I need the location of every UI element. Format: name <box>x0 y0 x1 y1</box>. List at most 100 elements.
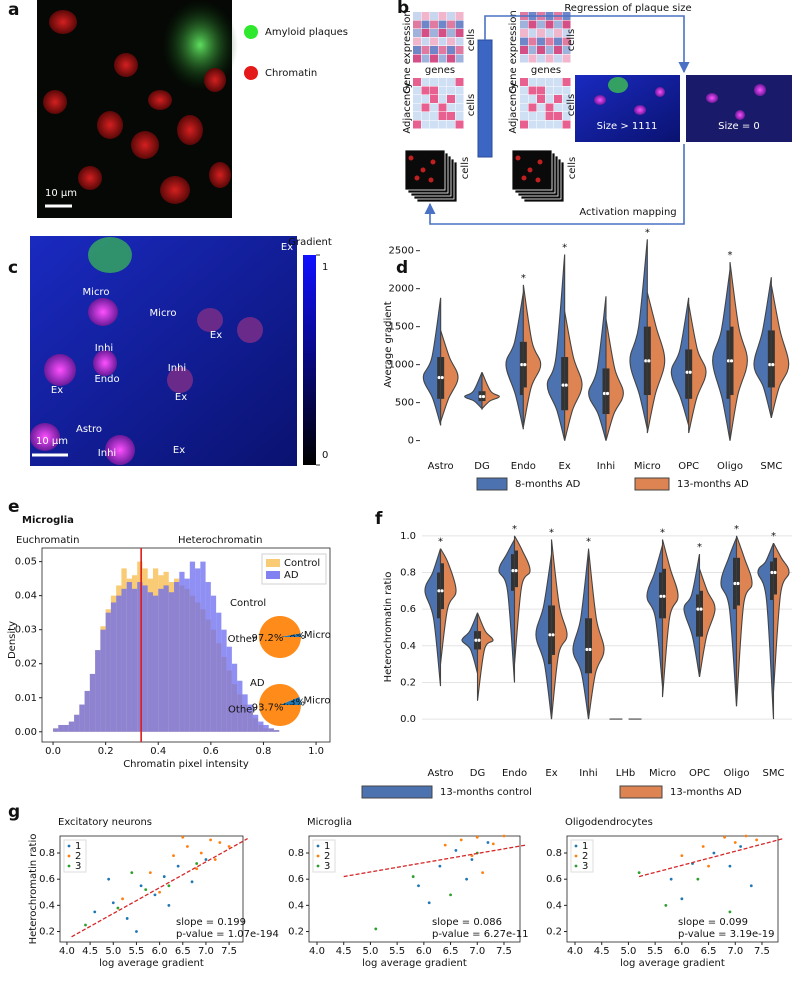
violin-half <box>753 277 772 418</box>
violin-median <box>588 647 592 652</box>
cell-label: Inhi <box>98 448 116 459</box>
axis-label: cells <box>566 94 577 116</box>
scatter-point <box>411 875 415 878</box>
x-tick-label: 5.0 <box>105 946 121 957</box>
annotation: p-value = 3.19e-19 <box>678 929 775 940</box>
violin-half <box>535 554 553 720</box>
nucleus <box>97 111 123 139</box>
violin-box <box>662 568 666 619</box>
matrix-cell <box>455 103 464 112</box>
activation-image <box>686 75 792 142</box>
histogram-bar <box>100 629 106 732</box>
nucleus <box>160 176 190 204</box>
violin-median <box>647 359 651 363</box>
matrix-cell <box>447 112 455 120</box>
scatter-point <box>162 875 166 878</box>
chart-title: Microglia <box>22 515 74 526</box>
histogram-bar <box>158 588 164 732</box>
arrow <box>484 15 690 74</box>
cell-label: Ex <box>175 392 187 403</box>
scatter-point <box>135 930 138 933</box>
matrix-cell <box>537 54 545 63</box>
scatter-point <box>93 910 97 914</box>
matrix-cell <box>537 120 545 129</box>
violin-median <box>736 581 740 586</box>
y-tick-label: 0.8 <box>288 848 304 859</box>
panel-letter: e <box>8 497 20 517</box>
histogram-bar <box>84 690 90 732</box>
significance-marker: * <box>512 524 517 535</box>
matrix-cell <box>430 37 438 46</box>
matrix-cell <box>545 120 554 129</box>
x-tick-label: 4.5 <box>336 946 352 957</box>
matrix-cell <box>545 46 554 54</box>
slice-value-label: 2.8% <box>280 631 305 642</box>
matrix-cell <box>413 78 421 86</box>
y-tick-label: 0.2 <box>39 927 55 938</box>
matrix-cell <box>421 12 430 20</box>
violin-half <box>461 612 479 674</box>
scatter-point <box>637 871 641 875</box>
matrix-cell <box>545 54 554 63</box>
violin-median <box>477 638 481 642</box>
scatter-point <box>669 877 673 881</box>
x-tick-label: Oligo <box>717 461 743 472</box>
matrix-cell <box>562 112 571 120</box>
matrix-cell <box>520 46 528 54</box>
matrix-cell <box>554 78 562 86</box>
matrix-cell <box>413 95 421 103</box>
histogram-bar <box>105 612 111 732</box>
y-tick-label: 0.2 <box>288 927 304 938</box>
histogram-bar <box>242 694 248 732</box>
scatter-point <box>707 864 710 868</box>
y-tick-label: 0.4 <box>400 641 416 652</box>
matrix-cell <box>455 29 464 37</box>
annotation: slope = 0.199 <box>176 917 246 928</box>
matrix-cell <box>537 78 545 86</box>
significance-marker: * <box>771 531 776 542</box>
nucleus <box>197 308 223 332</box>
nucleus <box>44 354 76 386</box>
slice-label: Micro <box>304 630 331 641</box>
scatter-point <box>374 927 378 931</box>
matrix-cell <box>520 54 528 63</box>
violin-box <box>514 550 518 588</box>
matrix-cell <box>438 95 447 103</box>
scatter-point <box>723 835 726 839</box>
histogram-bar <box>68 721 75 732</box>
x-tick-label: 7.0 <box>469 946 485 957</box>
matrix-cell <box>554 46 562 54</box>
x-tick-label: Micro <box>634 461 661 472</box>
matrix-cell <box>430 86 438 95</box>
x-tick-label: 5.0 <box>362 946 378 957</box>
histogram-bar <box>258 721 264 732</box>
nucleus <box>148 90 172 110</box>
legend-label: 1 <box>324 841 330 852</box>
scatter-point <box>144 888 148 892</box>
nucleus <box>49 10 77 34</box>
cell-label: Ex <box>51 385 63 396</box>
legend-swatch <box>266 559 280 567</box>
matrix-cell <box>545 29 554 37</box>
annotation: Heterochromatin <box>178 535 263 546</box>
legend-marker <box>574 864 578 868</box>
cell-label: Ex <box>173 445 185 456</box>
matrix-cell <box>421 95 430 103</box>
histogram-bar <box>263 724 269 732</box>
image-caption: Size > 1111 <box>597 121 658 132</box>
matrix-cell <box>438 86 447 95</box>
violin-median <box>561 383 565 387</box>
histogram-bar <box>89 673 96 732</box>
matrix-cell <box>438 112 447 120</box>
y-tick-label: 500 <box>395 398 414 409</box>
scatter-point <box>213 858 217 861</box>
scatter-point <box>130 871 134 875</box>
matrix-cell <box>447 37 455 46</box>
nucleus <box>167 367 193 393</box>
legend-label: 2 <box>582 851 588 862</box>
violin-half <box>661 539 679 698</box>
plot-frame <box>566 835 779 943</box>
stack-nucleus <box>420 167 426 173</box>
matrix-cell <box>438 46 447 54</box>
